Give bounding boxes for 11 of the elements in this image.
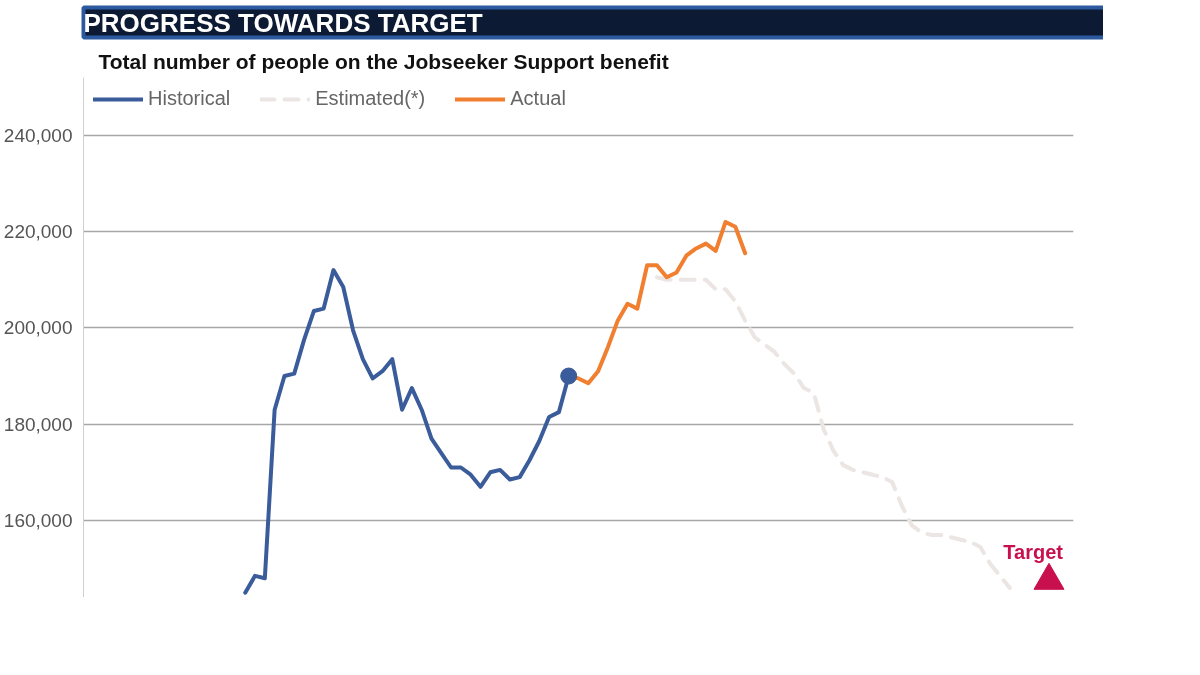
y-tick-label: 240,000 (3, 124, 73, 146)
legend-label: Estimated(*) (315, 87, 426, 110)
y-tick-label: 200,000 (3, 317, 73, 339)
y-tick-label: 220,000 (3, 221, 73, 243)
chart-title: PROGRESS TOWARDS TARGET (83, 7, 483, 38)
legend-label: Historical (148, 87, 231, 110)
y-tick-label: 180,000 (3, 413, 73, 435)
y-tick-label: 160,000 (3, 509, 73, 531)
legend-label: Actual (510, 87, 566, 110)
series-label: Target (1003, 540, 1064, 563)
chart-subtitle: Total number of people on the Jobseeker Support benefit (98, 49, 669, 73)
